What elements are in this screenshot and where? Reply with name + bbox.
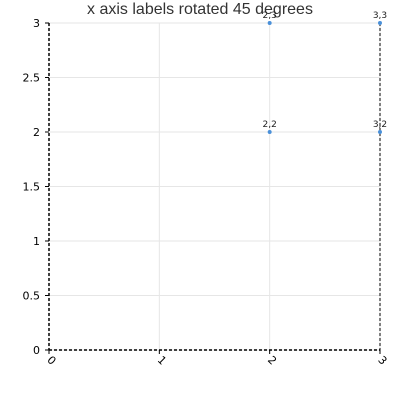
y-tick-label: 3 — [33, 17, 40, 30]
y-tick-label: 0.5 — [23, 290, 41, 303]
tick-labels: 0 0.5 1 1.5 2 2.5 3 0 1 2 3 — [23, 17, 390, 368]
x-tick-label: 0 — [44, 353, 58, 367]
data-point — [267, 21, 272, 25]
y-tick-label: 0 — [33, 344, 40, 357]
data-point — [378, 130, 382, 134]
axes — [45, 22, 381, 354]
data-point-label: 3,3 — [373, 11, 387, 21]
y-tick-label: 1 — [33, 235, 40, 248]
chart-title: x axis labels rotated 45 degrees — [87, 1, 313, 18]
data-point-label: 2,2 — [263, 120, 277, 130]
x-tick-label: 2 — [265, 353, 279, 367]
x-tick-label: 3 — [375, 353, 389, 367]
y-tick-label: 2.5 — [23, 72, 41, 85]
x-tick-label: 1 — [155, 353, 169, 367]
data-point — [267, 130, 272, 134]
data-point — [378, 21, 382, 25]
grid-lines — [48, 22, 381, 351]
y-tick-label: 2 — [33, 126, 40, 139]
data-point-label: 3,2 — [373, 120, 387, 130]
data-point-label: 2,3 — [263, 11, 277, 21]
data-points: 2,3 3,3 2,2 3,2 — [263, 11, 387, 134]
y-tick-label: 1.5 — [23, 181, 41, 194]
